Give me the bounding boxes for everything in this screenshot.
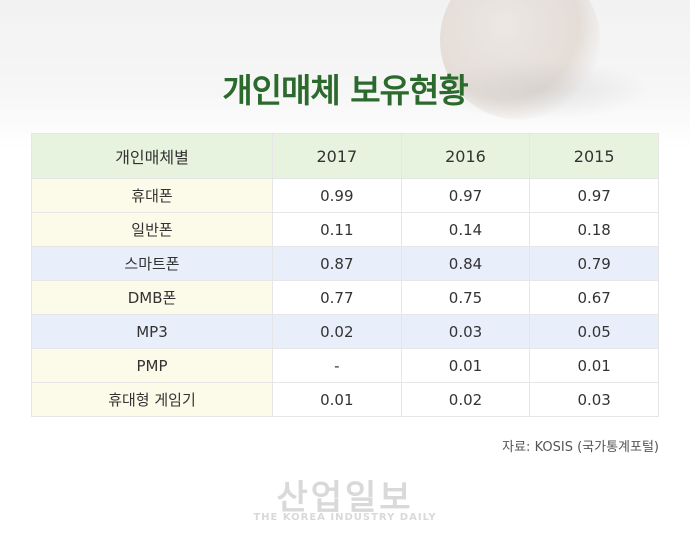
header-category: 개인매체별 (31, 133, 273, 179)
cell-value: 0.79 (529, 246, 659, 281)
watermark-logo: 산업일보 THE KOREA INDUSTRY DAILY (0, 478, 690, 523)
header-2015: 2015 (529, 133, 659, 179)
page-title: 개인매체 보유현황 (222, 71, 468, 110)
cell-value: 0.05 (529, 314, 659, 349)
cell-value: 0.01 (400, 348, 531, 383)
cell-value: 0.84 (400, 246, 531, 281)
cell-value: 0.18 (529, 212, 659, 247)
header-2016: 2016 (400, 133, 531, 179)
row-label: 일반폰 (31, 212, 273, 247)
source-note: 자료: KOSIS (국가통계포털) (502, 440, 659, 455)
cell-value: - (272, 348, 402, 383)
device-photo (430, 60, 650, 120)
cell-value: 0.14 (400, 212, 531, 247)
cell-value: 0.01 (529, 348, 659, 383)
table-row: PMP - 0.01 0.01 (31, 348, 659, 383)
cell-value: 0.11 (272, 212, 402, 247)
table-row: 휴대형 게임기 0.01 0.02 0.03 (31, 382, 659, 417)
cell-value: 0.87 (272, 246, 402, 281)
row-label: DMB폰 (31, 280, 273, 315)
cell-value: 0.97 (529, 178, 659, 213)
cell-value: 0.02 (272, 314, 402, 349)
cell-value: 0.67 (529, 280, 659, 315)
cell-value: 0.03 (400, 314, 531, 349)
cell-value: 0.01 (272, 382, 402, 417)
cell-value: 0.99 (272, 178, 402, 213)
table-row: MP3 0.02 0.03 0.05 (31, 314, 659, 349)
table-row: 스마트폰 0.87 0.84 0.79 (31, 246, 659, 281)
table-header-row: 개인매체별 2017 2016 2015 (31, 133, 659, 179)
cell-value: 0.02 (400, 382, 531, 417)
media-ownership-table: 개인매체별 2017 2016 2015 휴대폰 0.99 0.97 0.97 … (31, 133, 659, 417)
row-label: 휴대폰 (31, 178, 273, 213)
row-label: PMP (31, 348, 273, 383)
row-label: MP3 (31, 314, 273, 349)
table-row: 일반폰 0.11 0.14 0.18 (31, 212, 659, 247)
cell-value: 0.75 (400, 280, 531, 315)
row-label: 스마트폰 (31, 246, 273, 281)
table-row: 휴대폰 0.99 0.97 0.97 (31, 178, 659, 213)
hero-background-image (0, 0, 690, 150)
watermark-tagline: THE KOREA INDUSTRY DAILY (253, 512, 437, 523)
table-row: DMB폰 0.77 0.75 0.67 (31, 280, 659, 315)
cell-value: 0.77 (272, 280, 402, 315)
row-label: 휴대형 게임기 (31, 382, 273, 417)
header-2017: 2017 (272, 133, 402, 179)
cell-value: 0.97 (400, 178, 531, 213)
cell-value: 0.03 (529, 382, 659, 417)
watermark-name: 산업일보 (276, 478, 414, 518)
